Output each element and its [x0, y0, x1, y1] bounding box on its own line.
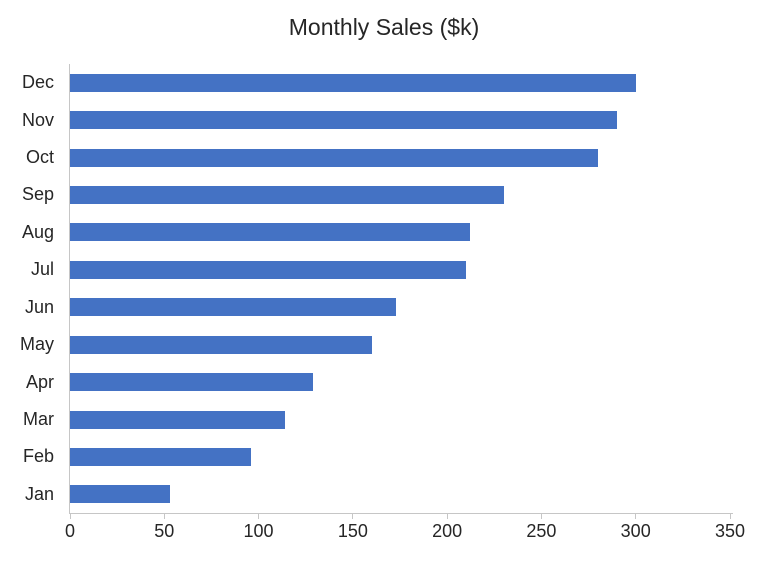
- category-label: Dec: [21, 72, 54, 93]
- bar-oct: [70, 148, 598, 167]
- chart-title: Monthly Sales ($k): [288, 14, 480, 40]
- bar-row: Jun: [0, 289, 730, 326]
- bar-jul: [70, 260, 466, 279]
- x-axis-tick-label: 350: [714, 521, 746, 541]
- bar-dec: [70, 73, 636, 92]
- x-axis-tick-label: 200: [432, 521, 463, 541]
- plot-area: Dec Nov Oct Sep Aug Jul Jun May Apr Mar Feb Jan: [0, 64, 734, 519]
- x-axis-line: [69, 513, 733, 514]
- bar-row: Dec: [0, 64, 730, 101]
- bar-row: Nov: [0, 101, 730, 138]
- bar-track: [70, 148, 730, 167]
- category-label: Apr: [25, 371, 54, 392]
- bar-row: Apr: [0, 363, 730, 400]
- bar-row: Sep: [0, 176, 730, 213]
- bar-row: Jan: [0, 476, 730, 513]
- x-axis-tick-label: 0: [64, 521, 75, 541]
- bar-track: [70, 447, 730, 466]
- bar-row: May: [0, 326, 730, 363]
- bar-track: [70, 223, 730, 242]
- category-label: Sep: [21, 184, 54, 205]
- bar-nov: [70, 111, 617, 130]
- bar-row: Mar: [0, 401, 730, 438]
- bar-rows: Dec Nov Oct Sep Aug Jul Jun May Apr Mar Feb Jan: [0, 64, 730, 513]
- bar-track: [70, 185, 730, 204]
- category-label: Oct: [25, 147, 54, 168]
- category-label: Jun: [24, 296, 54, 317]
- x-axis-tick: [69, 514, 71, 519]
- x-axis-tick: [258, 514, 260, 519]
- y-axis-line: [69, 64, 70, 513]
- bar-apr: [70, 373, 314, 392]
- bar-may: [70, 335, 372, 354]
- bar-track: [70, 73, 730, 92]
- bar-track: [70, 298, 730, 317]
- bar-track: [70, 335, 730, 354]
- bar-aug: [70, 223, 470, 242]
- bar-row: Oct: [0, 139, 730, 176]
- category-label: Jul: [30, 259, 54, 280]
- bar-jun: [70, 298, 397, 317]
- category-label: Jan: [24, 483, 54, 504]
- x-axis-tick-label: 50: [154, 521, 175, 541]
- bar-track: [70, 260, 730, 279]
- bar-track: [70, 373, 730, 392]
- x-axis-tick: [635, 514, 637, 519]
- bar-row: Jul: [0, 251, 730, 288]
- bar-mar: [70, 410, 285, 429]
- bar-row: Feb: [0, 438, 730, 475]
- bar-track: [70, 111, 730, 130]
- category-label: May: [19, 334, 54, 355]
- bar-track: [70, 485, 730, 504]
- x-axis-tick-labels: 0 50 100 150 200 250 300 350: [0, 521, 768, 545]
- bar-row: Aug: [0, 214, 730, 251]
- x-axis-tick-label: 250: [526, 521, 557, 541]
- x-axis-tick-label: 150: [337, 521, 368, 541]
- bar-feb: [70, 447, 252, 466]
- x-axis-tick: [163, 514, 165, 519]
- category-label: Aug: [21, 221, 54, 242]
- bar-sep: [70, 185, 504, 204]
- bar-track: [70, 410, 730, 429]
- category-label: Feb: [22, 446, 54, 467]
- bar-jan: [70, 485, 170, 504]
- x-axis-tick: [446, 514, 448, 519]
- x-axis-tick: [729, 514, 731, 519]
- category-label: Mar: [23, 409, 54, 429]
- x-axis-tick: [352, 514, 354, 519]
- x-axis-tick-label: 300: [620, 521, 651, 541]
- x-axis-tick: [540, 514, 542, 519]
- x-axis-tick-label: 100: [243, 521, 274, 541]
- category-label: Nov: [21, 109, 54, 130]
